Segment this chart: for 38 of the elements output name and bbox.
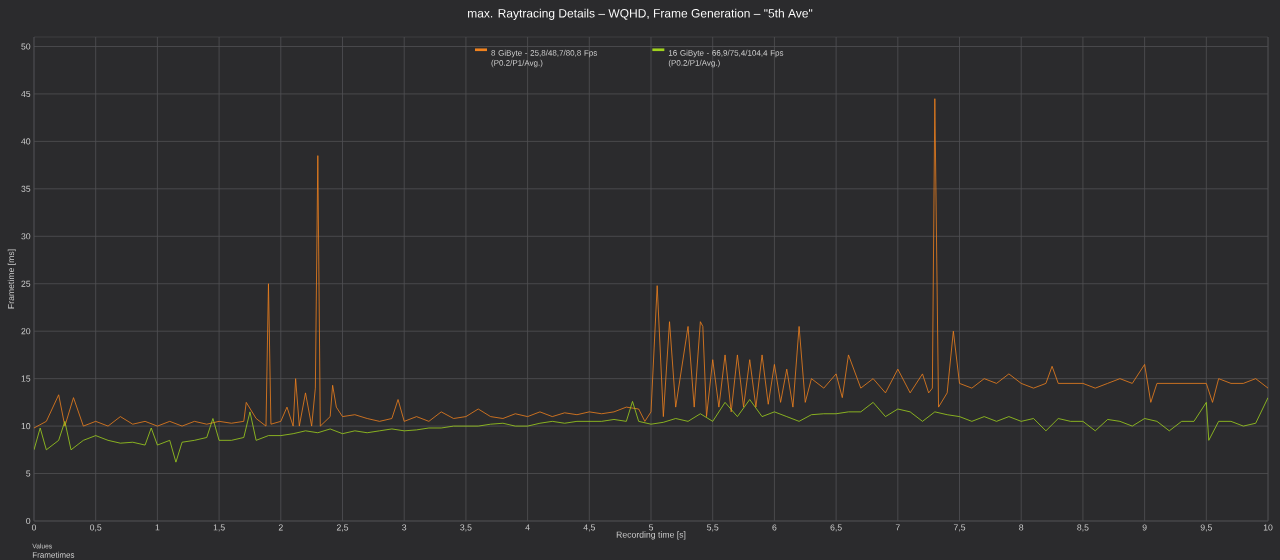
x-tick-label: 7,5 — [953, 524, 966, 532]
x-tick-label: 2,5 — [336, 524, 349, 532]
text: Frametimes — [32, 551, 75, 558]
x-tick-label: 1 — [155, 524, 160, 531]
x-tick-label: 5 — [648, 524, 654, 531]
x-tick-label: 9 — [1142, 524, 1147, 531]
x-tick-label: 5,5 — [707, 524, 719, 532]
legend-label: 16 GiByte - 66,9/75,4/104,4 Fps (P0.2/P1/Avg.) — [668, 49, 784, 68]
x-tick-label: 0,5 — [90, 524, 102, 532]
x-tick-label: 8 — [1019, 524, 1024, 531]
x-tick-label: 3,5 — [460, 524, 472, 532]
y-tick-label: 15 — [21, 375, 31, 382]
x-tick-label: 1,5 — [213, 524, 225, 532]
x-tick-label: 9,5 — [1200, 524, 1212, 532]
y-tick-label: 35 — [21, 185, 31, 192]
x-tick-label: 3 — [402, 524, 407, 531]
y-tick-label: 10 — [21, 423, 31, 430]
y-tick-label: 40 — [21, 138, 31, 145]
chart-title: max. Raytracing Details – WQHD, Frame Generation – "5th Ave" — [468, 8, 813, 20]
y-tick-label: 20 — [21, 328, 31, 335]
x-tick-label: 0 — [31, 524, 37, 531]
y-tick-label: 50 — [21, 43, 31, 50]
x-tick-label: 6 — [772, 524, 777, 531]
y-tick-label: 45 — [21, 90, 31, 97]
x-axis-title: Recording time [s] — [616, 531, 686, 540]
legend-label: 8 GiByte - 25,8/48,7/80,8 Fps (P0.2/P1/Avg.) — [491, 49, 597, 68]
x-tick-label: 4,5 — [583, 524, 595, 532]
x-tick-label: 2 — [278, 524, 283, 531]
x-tick-label: 6,5 — [830, 524, 842, 532]
y-axis-title: Frametime [ms] — [7, 249, 16, 309]
y-tick-label: 0 — [26, 517, 31, 525]
y-tick-label: 30 — [21, 233, 31, 240]
x-tick-label: 8,5 — [1077, 524, 1089, 532]
y-tick-label: 25 — [21, 280, 31, 287]
x-tick-label: 4 — [525, 524, 530, 531]
y-tick-label: 5 — [26, 470, 31, 477]
x-tick-label: 10 — [1263, 524, 1273, 531]
x-tick-label: 7 — [895, 524, 900, 531]
